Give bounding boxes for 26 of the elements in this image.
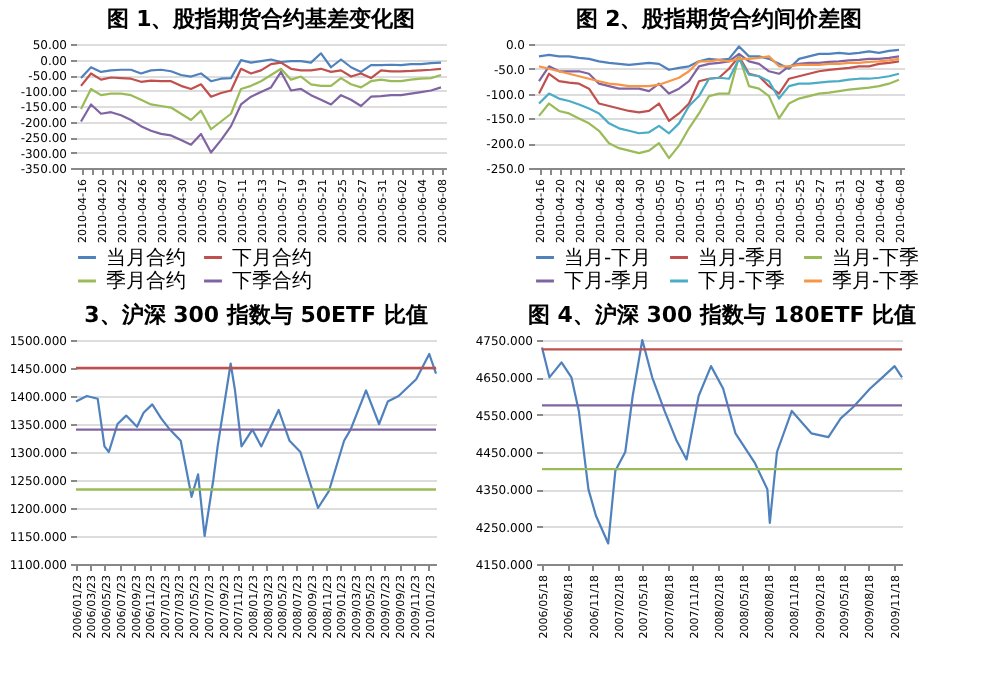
- line-series: [537, 52, 901, 95]
- chart-title: 图 1、股指期货合约基差变化图: [106, 6, 416, 32]
- line-series: [79, 52, 443, 83]
- line-series: [537, 57, 901, 135]
- chart-title: 图 2、股指期货合约间价差图: [575, 6, 863, 32]
- line-series: [537, 55, 901, 122]
- legend-label: 当月-下月: [564, 245, 652, 270]
- line-series: [79, 67, 443, 131]
- line-series: [79, 61, 443, 98]
- line-series: [74, 352, 438, 538]
- legend-label: 下月-季月: [564, 269, 652, 293]
- legend-label: 下月合约: [232, 245, 312, 270]
- legend-label: 季月-下季: [832, 269, 920, 293]
- legend-label: 季月合约: [106, 269, 186, 293]
- legend-label: 下季合约: [232, 269, 312, 293]
- line-series: [537, 45, 901, 71]
- line-series: [537, 55, 901, 160]
- line-series: [540, 338, 904, 545]
- chart-title: 3、沪深 300 指数与 50ETF 比值: [84, 302, 428, 328]
- legend-label: 当月-季月: [698, 245, 786, 270]
- legend-label: 当月合约: [106, 245, 186, 270]
- legend-label: 当月-下季: [832, 245, 920, 270]
- legend-label: 下月-下季: [698, 269, 786, 293]
- chart-title: 图 4、沪深 300 指数与 180ETF 比值: [527, 302, 917, 328]
- line-series: [79, 70, 443, 154]
- line-series: [537, 55, 901, 88]
